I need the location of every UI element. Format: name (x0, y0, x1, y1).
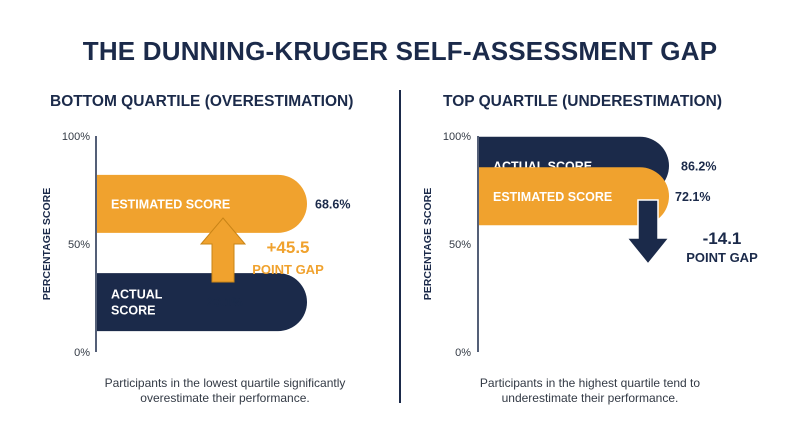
caption-line: underestimate their performance. (501, 391, 679, 405)
bar-label: SCORE (111, 304, 155, 318)
y-tick-label: 100% (62, 131, 90, 143)
bar (479, 167, 669, 226)
page-title: THE DUNNING-KRUGER SELF-ASSESSMENT GAP (82, 36, 718, 66)
gap-arrow-outline (625, 199, 671, 266)
bar (97, 174, 307, 233)
bar (97, 273, 307, 332)
gap-number: -14.1 (703, 229, 742, 248)
caption-line: overestimate their performance. (140, 391, 310, 405)
bar-value-label: 68.6% (315, 197, 350, 211)
gap-text: POINT GAP (686, 250, 758, 265)
panel-divider (399, 90, 401, 403)
y-axis-label: PERCENTAGE SCORE (41, 188, 53, 300)
bottom-quartile-title: BOTTOM QUARTILE (OVERESTIMATION) (50, 93, 354, 110)
bar-value-label: 23.1% (207, 296, 242, 310)
caption-line: Participants in the highest quartile ten… (479, 376, 701, 390)
bar-label: ACTUAL (111, 288, 163, 302)
bar-label: ESTIMATED SCORE (493, 190, 612, 204)
y-tick-label: 0% (74, 347, 90, 359)
gap-number: +45.5 (266, 238, 309, 257)
bar-label: ESTIMATED SCORE (111, 197, 230, 211)
gap-arrow-outline (199, 217, 247, 283)
y-tick-label: 0% (455, 347, 471, 359)
bar-value-label: 72.1% (675, 190, 710, 204)
bottom-quartile-caption: Participants in the lowest quartile sign… (60, 376, 390, 406)
caption-line: Participants in the lowest quartile sign… (104, 376, 346, 390)
y-tick-label: 50% (68, 239, 90, 251)
top-quartile-title: TOP QUARTILE (UNDERESTIMATION) (443, 93, 722, 110)
top-quartile-caption: Participants in the highest quartile ten… (420, 376, 760, 406)
gap-arrow-down-icon (627, 200, 669, 264)
y-tick-label: 50% (449, 239, 471, 251)
gap-text: POINT GAP (252, 262, 324, 277)
y-axis-label: PERCENTAGE SCORE (422, 188, 434, 300)
y-tick-label: 100% (443, 131, 471, 143)
bar-value-label: 86.2% (681, 159, 716, 173)
